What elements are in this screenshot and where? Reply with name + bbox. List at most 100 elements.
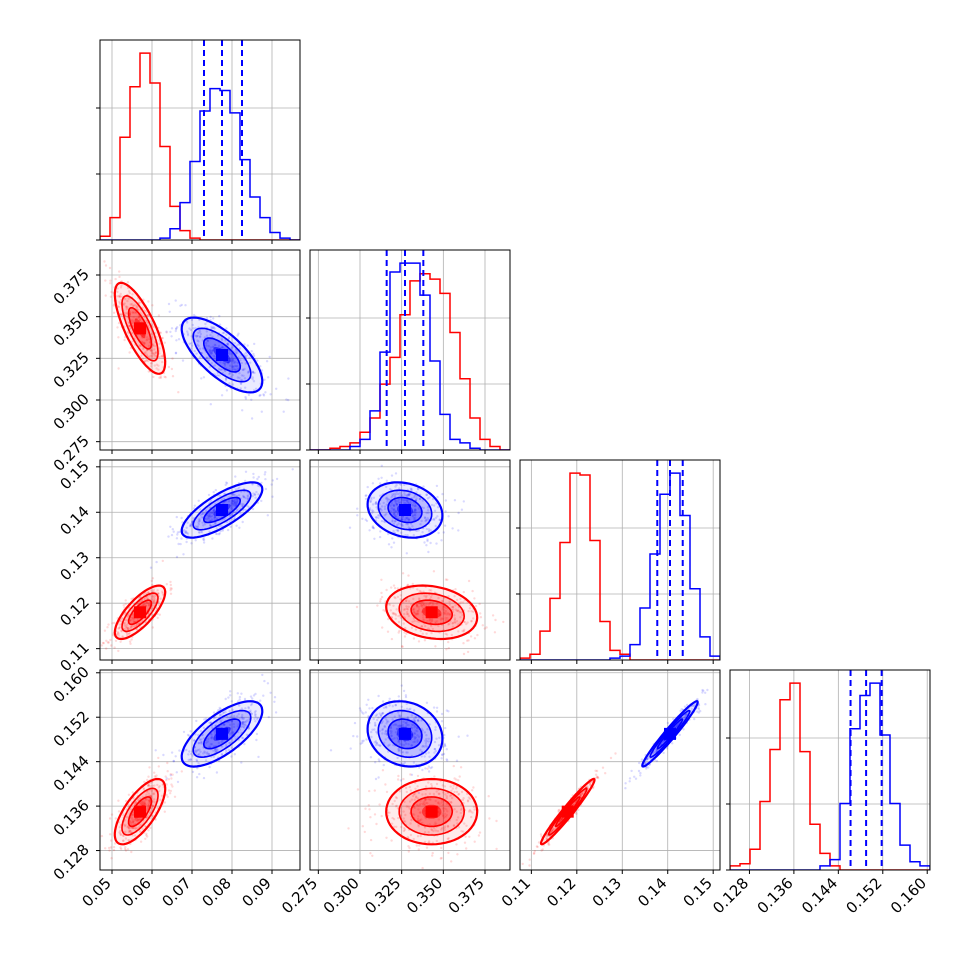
scatter-point [404, 517, 407, 520]
scatter-point [215, 771, 219, 774]
scatter-point [420, 604, 423, 607]
scatter-point [385, 790, 389, 794]
scatter-point [150, 349, 153, 353]
scatter-point [201, 512, 204, 516]
scatter-point [451, 605, 455, 609]
scatter-point [154, 749, 157, 752]
scatter-point [105, 647, 108, 650]
scatter-point [214, 731, 217, 734]
scatter-point [170, 533, 174, 537]
scatter-point [221, 346, 224, 349]
scatter-point [116, 290, 119, 294]
peak-marker-series-0 [134, 322, 146, 335]
scatter-point [430, 625, 433, 628]
scatter-point [579, 793, 582, 796]
scatter-point [138, 818, 141, 822]
scatter-point [175, 327, 178, 330]
scatter-point [171, 785, 174, 788]
scatter-point [579, 793, 582, 797]
scatter-point [213, 327, 216, 330]
scatter-point [450, 789, 453, 792]
scatter-point [701, 688, 704, 692]
scatter-point [405, 707, 409, 710]
scatter-point [250, 712, 253, 715]
scatter-point [185, 531, 188, 535]
scatter-point [247, 370, 251, 373]
scatter-point [241, 736, 245, 740]
scatter-point [690, 707, 694, 711]
scatter-point [378, 803, 381, 806]
x-tick-label: 0.07 [158, 874, 194, 910]
scatter-point [399, 594, 402, 597]
scatter-point [267, 376, 270, 379]
scatter-point [145, 834, 148, 837]
x-tick-label: 0.350 [403, 874, 446, 917]
scatter-point [702, 689, 705, 692]
scatter-point [416, 727, 419, 730]
scatter-point [406, 516, 409, 519]
scatter-point [244, 707, 247, 710]
scatter-point [372, 510, 375, 513]
scatter-point [412, 735, 415, 738]
scatter-point [220, 337, 223, 340]
scatter-point [229, 525, 232, 528]
scatter-point [130, 625, 133, 629]
scatter-point [406, 835, 409, 839]
scatter-point [174, 329, 177, 333]
scatter-point [232, 365, 235, 369]
scatter-point [413, 736, 417, 739]
scatter-point [387, 744, 390, 747]
scatter-point [234, 488, 238, 491]
scatter-point [129, 618, 132, 622]
scatter-point [374, 743, 378, 747]
scatter-point [255, 738, 258, 742]
scatter-point [394, 617, 397, 620]
scatter-point [158, 785, 161, 788]
scatter-point [208, 721, 211, 724]
scatter-point [148, 766, 151, 769]
scatter-point [455, 818, 458, 822]
scatter-point [408, 800, 412, 803]
scatter-point [536, 845, 539, 849]
scatter-point [423, 594, 426, 598]
scatter-point [211, 326, 215, 329]
scatter-point [153, 604, 156, 607]
scatter-point [117, 632, 120, 635]
scatter-point [385, 836, 388, 839]
scatter-point [111, 622, 114, 625]
scatter-point [471, 811, 474, 814]
scatter-point [502, 620, 505, 624]
scatter-point [444, 618, 448, 622]
scatter-point [275, 477, 279, 481]
scatter-point [652, 751, 655, 754]
scatter-point [521, 862, 524, 866]
scatter-point [146, 783, 150, 787]
scatter-point [147, 337, 151, 341]
scatter-point [137, 602, 140, 605]
scatter-point [131, 826, 134, 830]
scatter-point [131, 791, 134, 794]
scatter-point [541, 848, 544, 851]
scatter-point [129, 627, 132, 630]
scatter-point [119, 833, 122, 836]
scatter-point [400, 825, 403, 829]
scatter-point [462, 630, 466, 633]
scatter-point [470, 815, 473, 819]
scatter-point [121, 616, 124, 619]
scatter-point [157, 364, 160, 367]
scatter-point [207, 512, 210, 516]
scatter-point [417, 719, 420, 722]
scatter-point [251, 483, 254, 486]
scatter-point [151, 304, 154, 307]
scatter-point [441, 617, 445, 621]
scatter-point [238, 526, 241, 529]
scatter-point [252, 380, 256, 383]
scatter-point [377, 716, 380, 719]
scatter-point [246, 505, 249, 508]
scatter-point [101, 641, 105, 645]
scatter-point [697, 708, 701, 711]
scatter-point [198, 335, 202, 339]
scatter-point [434, 645, 437, 648]
scatter-point [231, 383, 235, 386]
scatter-point [260, 410, 263, 413]
